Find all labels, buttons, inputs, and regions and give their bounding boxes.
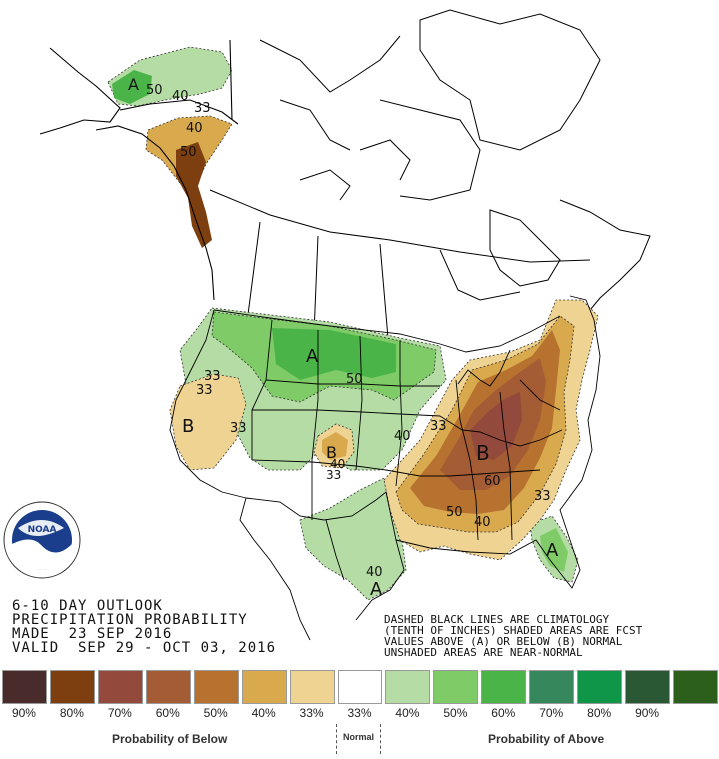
- legend-swatch-2: [97, 670, 143, 704]
- probability-legend: Probability of Below Normal Probability …: [0, 668, 719, 759]
- legend-tick-13: 90%: [635, 706, 660, 720]
- florida-a-label: A: [546, 540, 559, 561]
- alaska-a-label: A: [128, 75, 139, 94]
- legend-tick-1: 80%: [59, 706, 84, 720]
- legend-above-caption: Probability of Above: [488, 732, 605, 746]
- plains-50-label: 50: [346, 372, 363, 387]
- state-borders: [169, 295, 601, 641]
- texas-a-label: A: [370, 579, 383, 600]
- east-below-region: [383, 299, 599, 561]
- outlook-subtitle: PRECIPITATION PROBABILITY: [12, 612, 248, 628]
- explanation-line3: VALUES ABOVE (A) OR BELOW (B) NORMAL: [384, 635, 623, 648]
- legend-swatch-13: [625, 670, 671, 704]
- colorado-33-label: 33: [326, 468, 341, 482]
- map-labels: A 50 40 33 40 50 33 33 B 33 A 50 B 40 33…: [128, 75, 559, 600]
- legend-swatch-1: [49, 670, 95, 704]
- legend-tick-6: 33%: [299, 706, 324, 720]
- legend-swatch-11: [529, 670, 575, 704]
- legend-tick-11: 70%: [539, 706, 564, 720]
- plains-above-core: [272, 328, 396, 380]
- explanation-line2: (TENTH OF INCHES) SHADED AREAS ARE FCST: [384, 624, 643, 637]
- legend-swatch-12: [577, 670, 623, 704]
- explanation-line4: UNSHADED AREAS ARE NEAR-NORMAL: [384, 646, 583, 659]
- texas-above-shade: [299, 477, 407, 601]
- legend-swatch-14: [673, 670, 718, 704]
- outlook-made-date: MADE 23 SEP 2016: [12, 626, 173, 642]
- legend-normal-divider-left: [336, 724, 337, 754]
- west-b-label: B: [182, 416, 194, 437]
- east-40a-label: 40: [394, 429, 411, 444]
- legend-tick-4: 50%: [203, 706, 228, 720]
- california-below-shade: [169, 373, 247, 471]
- alaska-above-core: [112, 70, 152, 104]
- colorado-40-label: 40: [330, 457, 345, 471]
- legend-tick-5: 40%: [251, 706, 276, 720]
- legend-swatch-5: [241, 670, 287, 704]
- plains-a-label: A: [306, 346, 319, 367]
- legend-swatch-7: [337, 670, 383, 704]
- outlook-title: 6-10 DAY OUTLOOK: [12, 598, 163, 614]
- precipitation-outlook-map: A 50 40 33 40 50 33 33 B 33 A 50 B 40 33…: [3, 9, 651, 641]
- legend-tick-2: 70%: [107, 706, 132, 720]
- east-33-label: 33: [430, 419, 447, 434]
- east-b-label: B: [476, 441, 490, 465]
- legend-tick-7: 33%: [347, 706, 372, 720]
- legend-swatch-0: [2, 670, 47, 704]
- texas-40-label: 40: [366, 565, 383, 580]
- legend-swatch-10: [481, 670, 527, 704]
- conus-above-north: [179, 307, 447, 471]
- colorado-below-core: [322, 432, 348, 460]
- explanation-line1: DASHED BLACK LINES ARE CLIMATOLOGY: [384, 613, 610, 626]
- panhandle-below-core: [176, 142, 212, 248]
- west-33b-label: 33: [196, 383, 213, 398]
- alaska-40-label: 40: [172, 89, 189, 104]
- alaska-coast: [39, 39, 239, 301]
- legend-tick-9: 50%: [443, 706, 468, 720]
- legend-normal-caption: Normal: [343, 732, 375, 742]
- legend-tick-8: 40%: [395, 706, 420, 720]
- svg-text:NOAA: NOAA: [28, 525, 57, 535]
- legend-tick-10: 60%: [491, 706, 516, 720]
- alaska-region: [39, 39, 239, 301]
- legend-tick-12: 80%: [587, 706, 612, 720]
- legend-swatch-8: [385, 670, 431, 704]
- panhandle-33-label: 33: [194, 101, 211, 116]
- legend-below-caption: Probability of Below: [112, 732, 228, 746]
- colorado-b-label: B: [326, 443, 337, 462]
- florida-above-core: [540, 528, 568, 572]
- canada-outlines: [209, 9, 651, 339]
- east-40b-label: 40: [474, 515, 491, 530]
- legend-swatch-4: [193, 670, 239, 704]
- legend-normal-divider-right: [380, 724, 381, 754]
- outlook-valid-dates: VALID SEP 29 - OCT 03, 2016: [12, 640, 277, 656]
- east-60-label: 60: [484, 474, 501, 489]
- noaa-logo: NOAA: [3, 501, 81, 579]
- west-33c-label: 33: [230, 421, 247, 436]
- legend-tick-3: 60%: [155, 706, 180, 720]
- panhandle-40-label: 40: [186, 121, 203, 136]
- alaska-50-label: 50: [146, 83, 163, 98]
- legend-swatch-6: [289, 670, 335, 704]
- panhandle-50-label: 50: [180, 145, 197, 160]
- legend-swatch-3: [145, 670, 191, 704]
- west-33a-label: 33: [204, 369, 221, 384]
- se-33-label: 33: [534, 489, 551, 504]
- legend-swatch-9: [433, 670, 479, 704]
- east-50-label: 50: [446, 505, 463, 520]
- legend-tick-0: 90%: [11, 706, 36, 720]
